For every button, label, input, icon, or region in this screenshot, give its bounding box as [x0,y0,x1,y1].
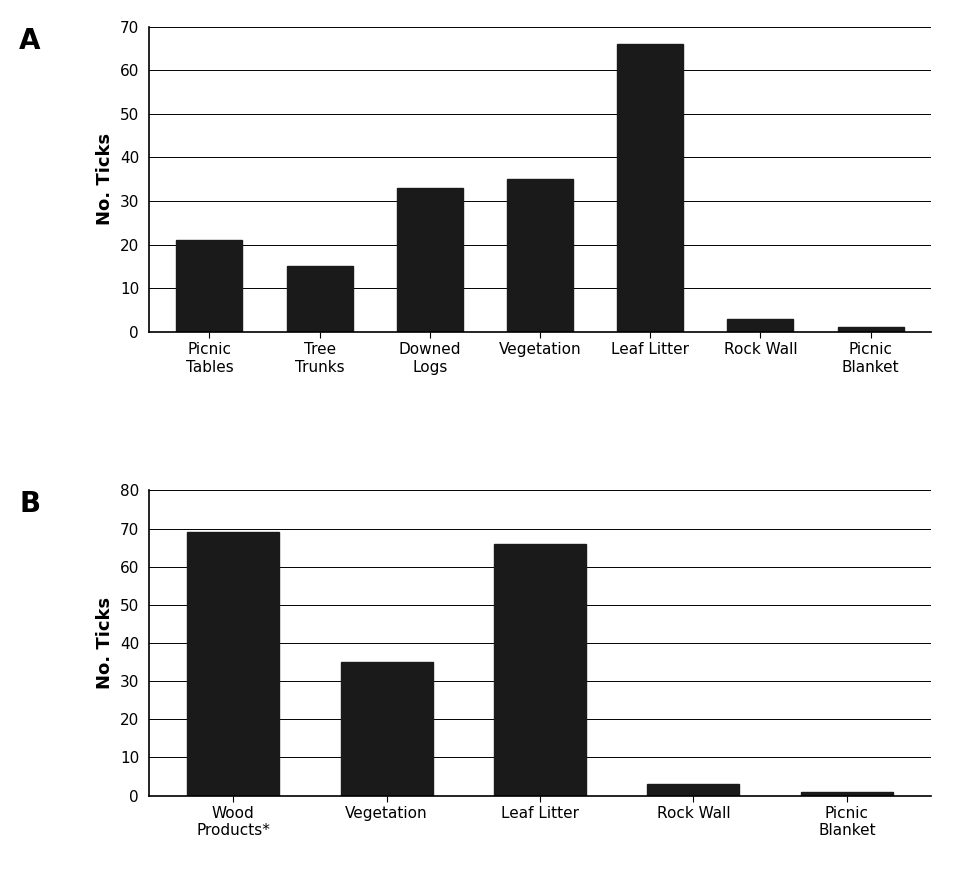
Bar [177,240,243,332]
Bar [396,187,463,332]
Bar [617,44,684,332]
Bar [507,179,573,332]
Y-axis label: No. Ticks: No. Ticks [96,133,114,225]
Bar [341,662,433,796]
Bar [286,266,352,332]
Bar [187,532,279,796]
Bar [801,792,893,796]
Text: B: B [19,491,40,518]
Y-axis label: No. Ticks: No. Ticks [96,597,114,689]
Bar [837,327,903,332]
Text: A: A [19,27,40,55]
Bar [494,544,586,796]
Bar [647,784,739,796]
Bar [728,318,794,332]
